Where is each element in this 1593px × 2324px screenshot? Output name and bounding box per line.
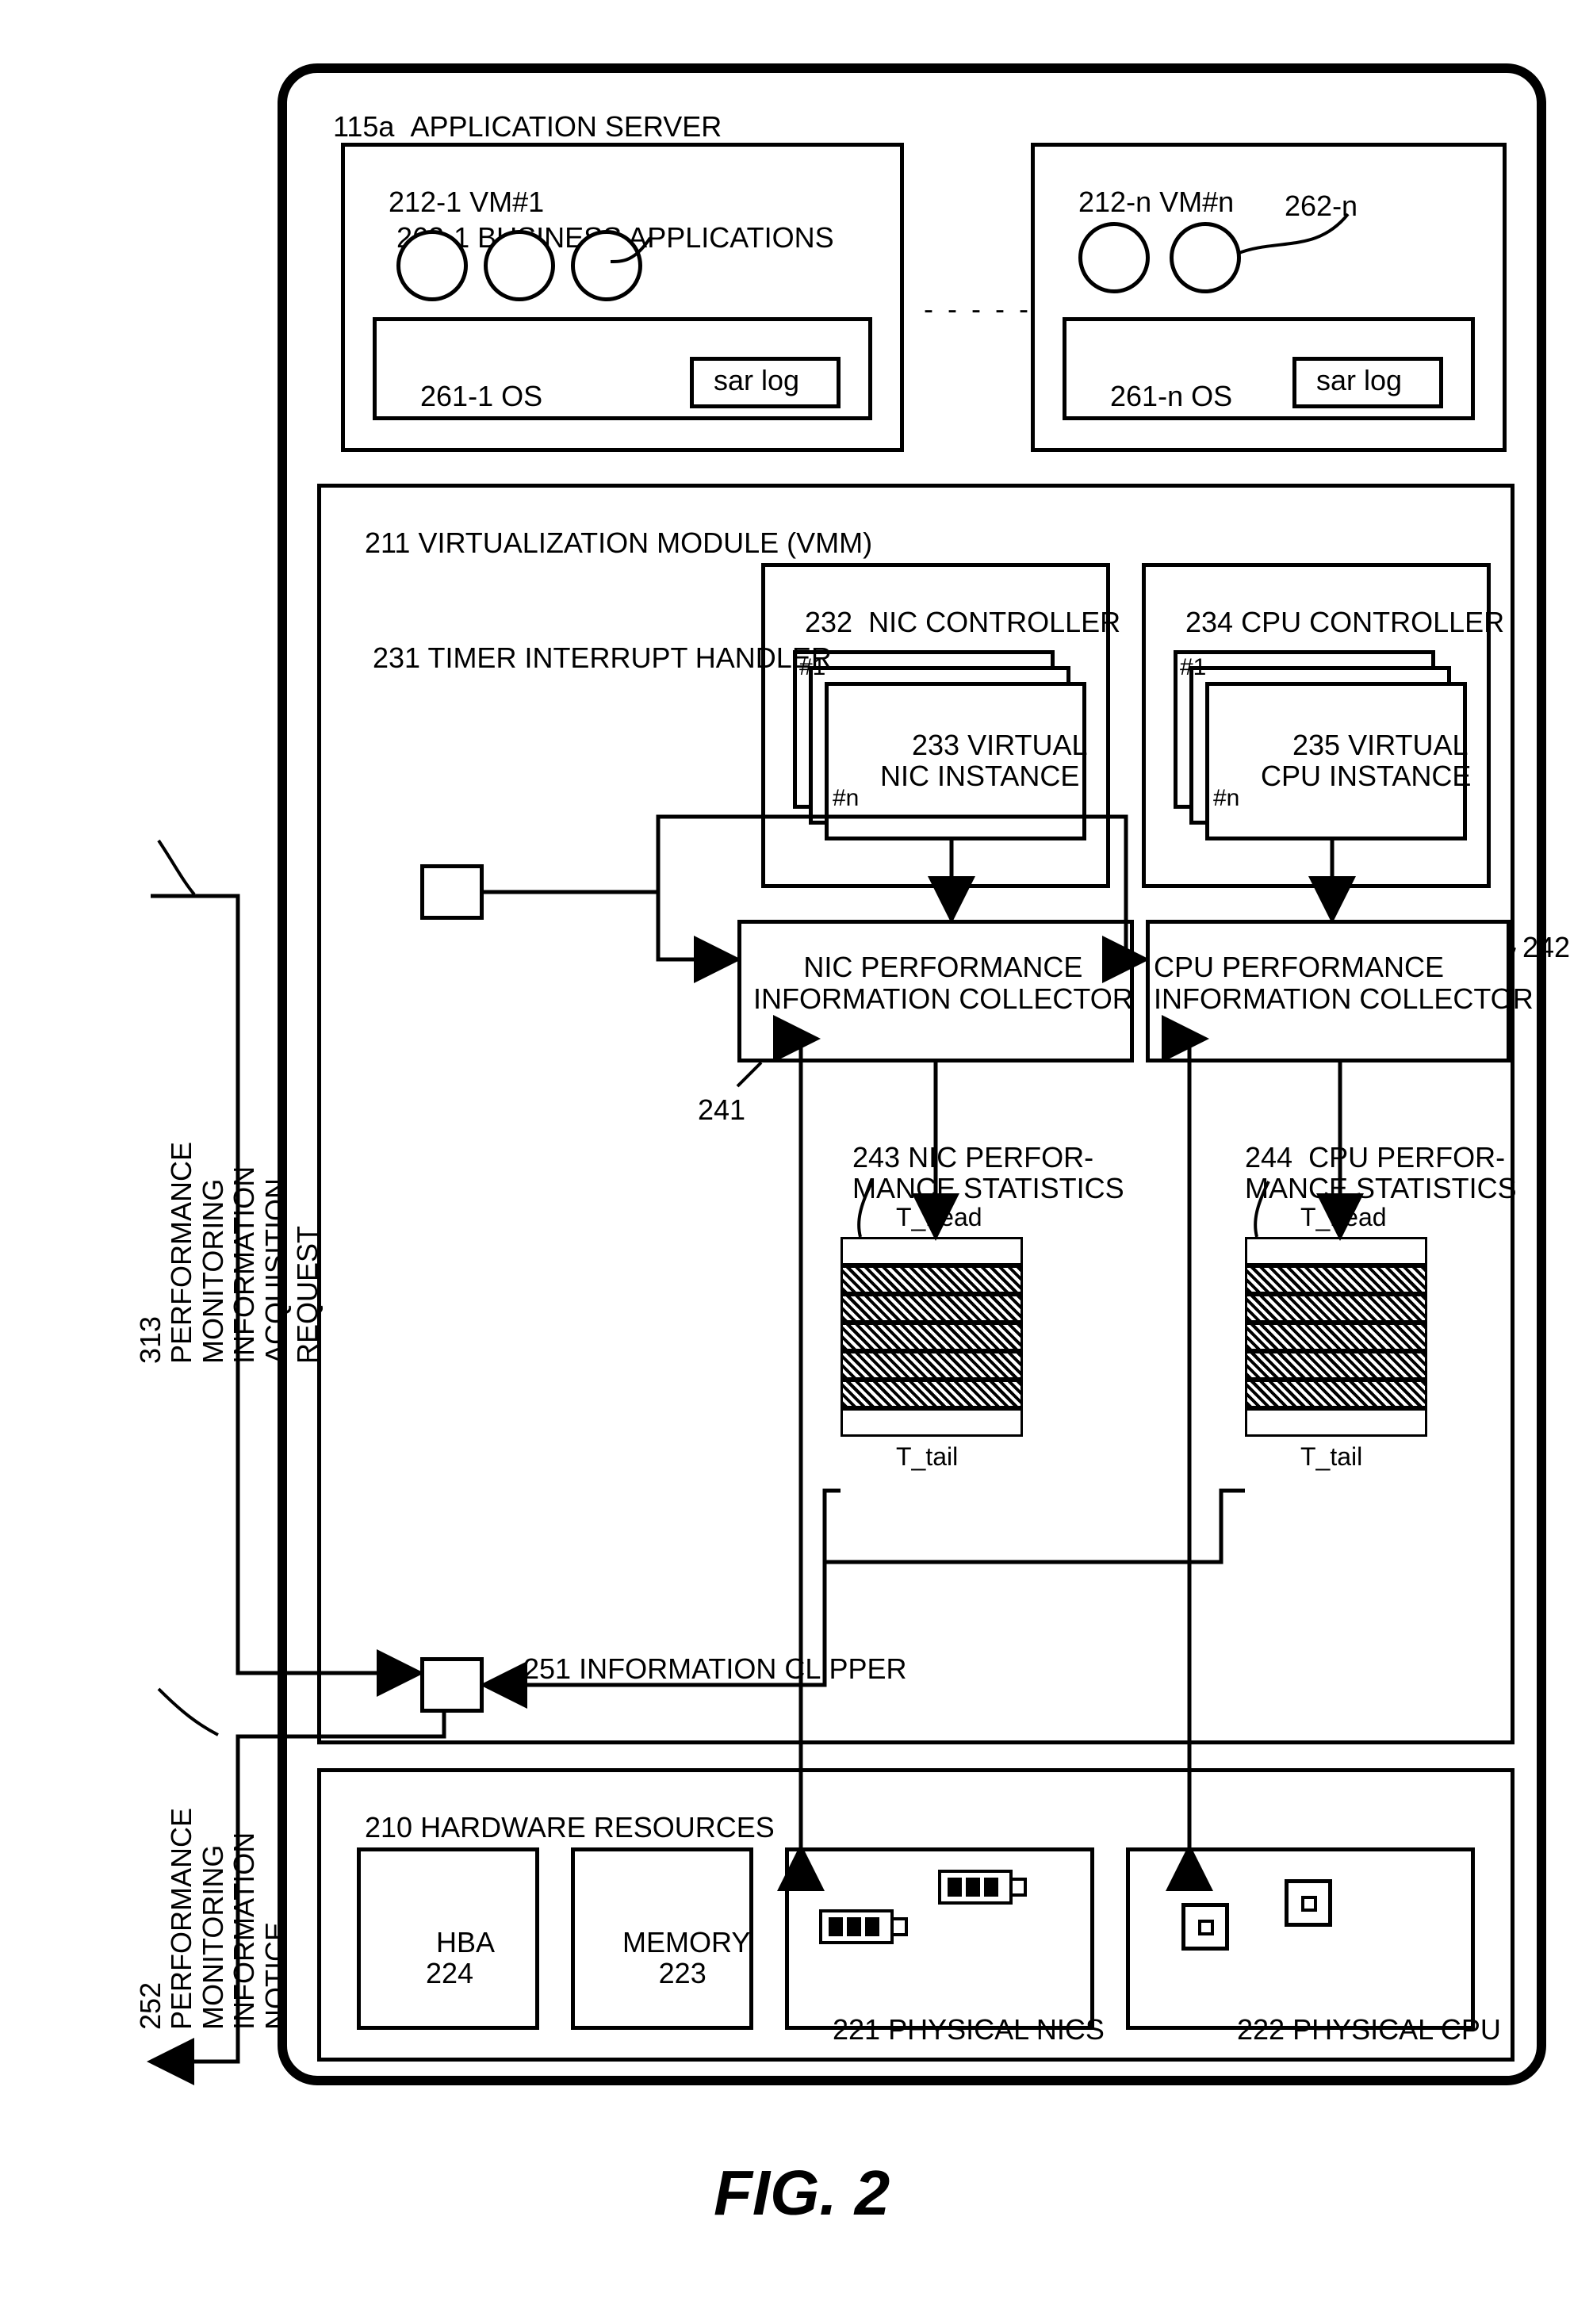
cpu-inst-ref: 235 (1292, 729, 1340, 761)
hw-nics-name: PHYSICAL NICS (888, 2013, 1105, 2046)
vmn-ref: 212-n (1078, 186, 1151, 218)
nic-stats-caption: 243 NIC PERFOR- MANCE STATISTICS (852, 1110, 1124, 1204)
vmn-os-text: OS (1191, 380, 1232, 412)
figure-caption: FIG. 2 (714, 2157, 890, 2230)
cpu-stats-ref: 244 (1245, 1141, 1292, 1173)
hw-hba-ref: 224 (426, 1957, 473, 1989)
clipper-ref: 251 (523, 1652, 571, 1685)
hw-hba-text: HBA224 (404, 1895, 495, 2020)
nic-card-icon (936, 1863, 1031, 1919)
nic-inst-caption: 233 VIRTUAL NIC INSTANCE (880, 698, 1088, 823)
vm-ellipsis: - - - - - (924, 293, 1032, 325)
vm1-os-ref: 261-1 (420, 380, 493, 412)
notice-label: 252 PERFORMANCE MONITORING INFORMATION N… (103, 1808, 292, 2030)
hw-memory-text: MEMORY 223 (591, 1895, 750, 2020)
vmn-name: VM#n (1159, 186, 1234, 218)
request-ref: 313 (134, 1316, 167, 1364)
nic-inst-last: #n (833, 785, 859, 811)
cpu-inst-caption: 235 VIRTUAL CPU INSTANCE (1261, 698, 1471, 823)
vm1-app-circle (396, 230, 468, 301)
vm1-sarlog-text: sar log (714, 365, 799, 396)
cpu-ctrl-ref: 234 (1185, 606, 1233, 638)
timer-text: TIMER INTERRUPT HANDLER (427, 641, 831, 674)
vm1-os-label: 261-1 OS (389, 349, 542, 443)
timer-title: 231 TIMER INTERRUPT HANDLER (341, 611, 832, 705)
hw-ref: 210 (365, 1811, 412, 1844)
cpu-chip-icon (1285, 1879, 1332, 1927)
notice-text: PERFORMANCE MONITORING INFORMATION NOTIC… (165, 1808, 292, 2030)
hw-nics-text: 221 PHYSICAL NICS (801, 1982, 1105, 2077)
request-label: 313 PERFORMANCE MONITORING INFORMATION A… (103, 1142, 323, 1364)
cpu-ctrl-text: CPU CONTROLLER (1241, 606, 1504, 638)
cpu-stats-tail: T_tail (1300, 1443, 1362, 1471)
clipper-text: INFORMATION CLIPPER (579, 1652, 906, 1685)
nic-stats-head: T_head (896, 1204, 982, 1231)
cpu-inst-first: #1 (1180, 654, 1206, 680)
vmn-app-circle (1078, 222, 1150, 293)
nic-stats-buffer (841, 1237, 1023, 1437)
hw-nics-ref: 221 (833, 2013, 880, 2046)
clipper-square-icon (420, 1657, 484, 1713)
hw-text: HARDWARE RESOURCES (420, 1811, 775, 1844)
vm1-app-circle (484, 230, 555, 301)
hw-cpu-ref: 222 (1237, 2013, 1285, 2046)
nic-ctrl-text: NIC CONTROLLER (868, 606, 1120, 638)
nic-stats-ref: 243 (852, 1141, 900, 1173)
hw-cpu-text: 222 PHYSICAL CPU (1205, 1982, 1501, 2077)
vmn-apps-ref: 262-n (1285, 190, 1357, 222)
vmn-app-circle (1170, 222, 1241, 293)
nic-collector-ref: 241 (698, 1094, 745, 1126)
cpu-stats-head: T_head (1300, 1204, 1387, 1231)
cpu-collector-ref: 242 (1522, 932, 1570, 963)
server-ref: 115a (333, 110, 394, 143)
vmn-os-ref: 261-n (1110, 380, 1183, 412)
cpu-stats-buffer (1245, 1237, 1427, 1437)
vm1-app-circle (571, 230, 642, 301)
hw-cpu-name: PHYSICAL CPU (1292, 2013, 1501, 2046)
nic-card-icon (817, 1903, 912, 1958)
server-name: APPLICATION SERVER (410, 110, 722, 143)
request-text: PERFORMANCE MONITORING INFORMATION ACQUI… (165, 1142, 323, 1364)
hw-hba-name: HBA (436, 1926, 495, 1958)
timer-ref: 231 (373, 641, 420, 674)
vmn-os-label: 261-n OS (1078, 349, 1232, 443)
vm1-os-text: OS (501, 380, 542, 412)
hw-mem-ref: 223 (659, 1957, 707, 1989)
cpu-inst-last: #n (1213, 785, 1239, 811)
nic-collector-text: NIC PERFORMANCE INFORMATION COLLECTOR (753, 951, 1133, 1014)
vmm-text: VIRTUALIZATION MODULE (VMM) (418, 526, 872, 559)
nic-stats-tail: T_tail (896, 1443, 958, 1471)
clipper-title: 251 INFORMATION CLIPPER (492, 1621, 906, 1716)
cpu-chip-icon (1181, 1903, 1229, 1951)
notice-ref: 252 (134, 1982, 167, 2030)
cpu-collector-text: CPU PERFORMANCE INFORMATION COLLECTOR (1154, 951, 1534, 1014)
vmn-sarlog-text: sar log (1316, 365, 1402, 396)
vmm-ref: 211 (365, 526, 410, 559)
timer-square-icon (420, 864, 484, 920)
cpu-stats-caption: 244 CPU PERFOR- MANCE STATISTICS (1245, 1110, 1517, 1204)
nic-inst-ref: 233 (912, 729, 959, 761)
hw-mem-name: MEMORY (622, 1926, 750, 1958)
